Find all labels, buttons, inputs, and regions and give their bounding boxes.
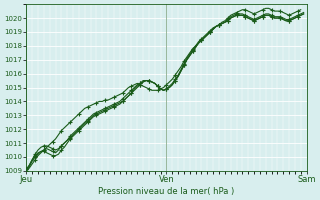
X-axis label: Pression niveau de la mer( hPa ): Pression niveau de la mer( hPa )	[98, 187, 235, 196]
